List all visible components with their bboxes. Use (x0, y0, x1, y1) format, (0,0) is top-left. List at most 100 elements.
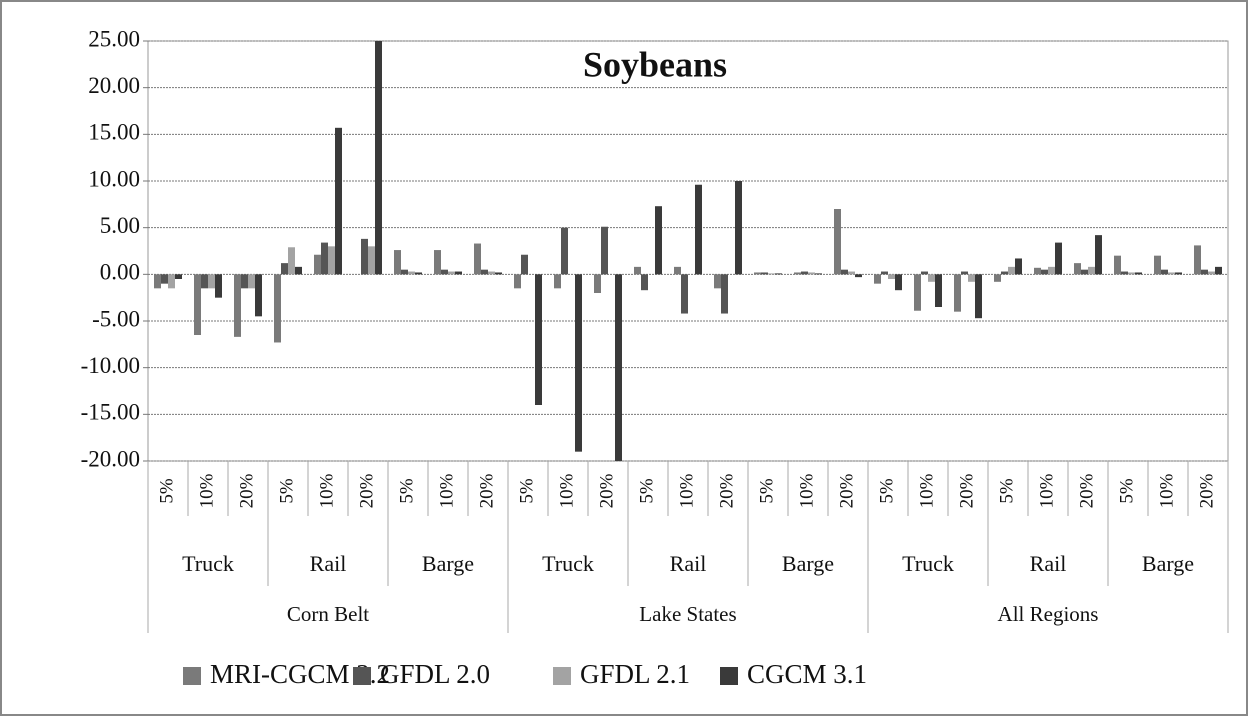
bar (714, 274, 721, 289)
bar (874, 274, 881, 284)
bar (488, 271, 495, 275)
bar (161, 274, 168, 284)
bar (575, 274, 582, 452)
bar (1015, 258, 1022, 275)
bar (761, 272, 768, 275)
bar (975, 274, 982, 319)
y-tick-label: 20.00 (88, 73, 140, 98)
bar (961, 271, 968, 275)
bar (1128, 272, 1135, 275)
bar (674, 266, 681, 275)
bar (914, 274, 921, 311)
x-tick-label: 10% (436, 473, 457, 508)
x-tick-label: 10% (556, 473, 577, 508)
bar (321, 242, 328, 275)
y-tick-label: -5.00 (92, 306, 140, 331)
bar (215, 274, 222, 298)
bar (815, 273, 822, 275)
x-tick-label: 20% (716, 473, 737, 508)
bar (841, 269, 848, 275)
bar (1168, 272, 1175, 275)
bar (735, 181, 742, 275)
x-tick-label: 10% (196, 473, 217, 508)
x-tick-label: 5% (756, 478, 777, 504)
bar (848, 271, 855, 275)
bar (1208, 271, 1215, 275)
x-tick-label: 5% (636, 478, 657, 504)
mode-label: Barge (782, 551, 834, 576)
x-tick-label: 20% (476, 473, 497, 508)
bar (328, 246, 335, 275)
bar (448, 271, 455, 275)
legend-swatch (553, 667, 571, 685)
bar (441, 269, 448, 275)
x-tick-label: 5% (1116, 478, 1137, 504)
bar (481, 269, 488, 275)
x-tick-label: 20% (596, 473, 617, 508)
bar (514, 274, 521, 289)
bar (1088, 266, 1095, 275)
bar (594, 274, 601, 293)
bar (1041, 269, 1048, 275)
x-tick-label: 20% (236, 473, 257, 508)
legend-swatch (720, 667, 738, 685)
bar (401, 269, 408, 275)
bar (1215, 266, 1222, 275)
bar (281, 263, 288, 275)
legend-swatch (353, 667, 371, 685)
chart-title: Soybeans (583, 44, 727, 84)
bar (1095, 235, 1102, 275)
x-tick-label: 5% (156, 478, 177, 504)
x-tick-label: 5% (516, 478, 537, 504)
bar (1055, 242, 1062, 275)
bar (655, 206, 662, 275)
region-label: All Regions (998, 602, 1099, 626)
mode-label: Barge (1142, 551, 1194, 576)
bar (208, 274, 215, 289)
bar (1074, 263, 1081, 275)
bar (495, 272, 502, 275)
y-tick-label: 0.00 (100, 260, 140, 285)
bar (408, 271, 415, 275)
bar (634, 266, 641, 275)
bar (794, 272, 801, 275)
bar (1194, 245, 1201, 275)
x-tick-label: 10% (796, 473, 817, 508)
bar (201, 274, 208, 289)
bar (394, 250, 401, 275)
x-tick-label: 20% (956, 473, 977, 508)
bar (368, 246, 375, 275)
bar (1135, 272, 1142, 275)
bar (1175, 272, 1182, 275)
mode-label: Rail (670, 551, 707, 576)
bar (928, 274, 935, 282)
bar (194, 274, 201, 335)
x-tick-label: 10% (676, 473, 697, 508)
region-label: Corn Belt (287, 602, 369, 626)
bar (455, 271, 462, 275)
mode-label: Rail (310, 551, 347, 576)
bar (768, 273, 775, 275)
bar (855, 274, 862, 278)
bar (255, 274, 262, 317)
bar (274, 274, 281, 343)
mode-label: Truck (902, 551, 954, 576)
bar (895, 274, 902, 291)
y-tick-label: 25.00 (88, 26, 140, 51)
bar (1114, 255, 1121, 275)
bar (375, 41, 382, 275)
bar (1154, 255, 1161, 275)
legend-label: GFDL 2.1 (580, 659, 690, 689)
bar (601, 226, 608, 275)
x-tick-label: 5% (876, 478, 897, 504)
bar (721, 274, 728, 314)
x-tick-label: 5% (996, 478, 1017, 504)
bar (881, 271, 888, 275)
bar (434, 250, 441, 275)
bar (921, 271, 928, 275)
y-tick-label: -10.00 (81, 353, 140, 378)
bar (535, 274, 542, 405)
mode-label: Truck (542, 551, 594, 576)
bar (834, 209, 841, 275)
